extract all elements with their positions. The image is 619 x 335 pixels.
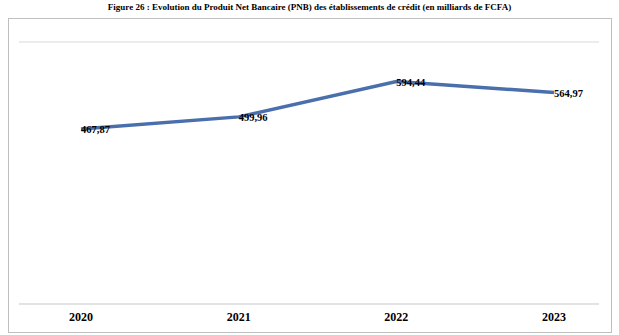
svg-text:2020: 2020 bbox=[69, 310, 93, 324]
svg-text:499,96: 499,96 bbox=[239, 112, 268, 123]
svg-text:2021: 2021 bbox=[227, 310, 251, 324]
svg-text:594,44: 594,44 bbox=[396, 77, 426, 88]
svg-text:564,97: 564,97 bbox=[554, 88, 583, 99]
svg-text:467,87: 467,87 bbox=[81, 124, 110, 135]
svg-text:2023: 2023 bbox=[542, 310, 566, 324]
svg-text:2022: 2022 bbox=[384, 310, 408, 324]
html-text:Figure 26 : Evolution du Produ: Figure 26 : Evolution du Produit Net Ban… bbox=[107, 2, 512, 12]
